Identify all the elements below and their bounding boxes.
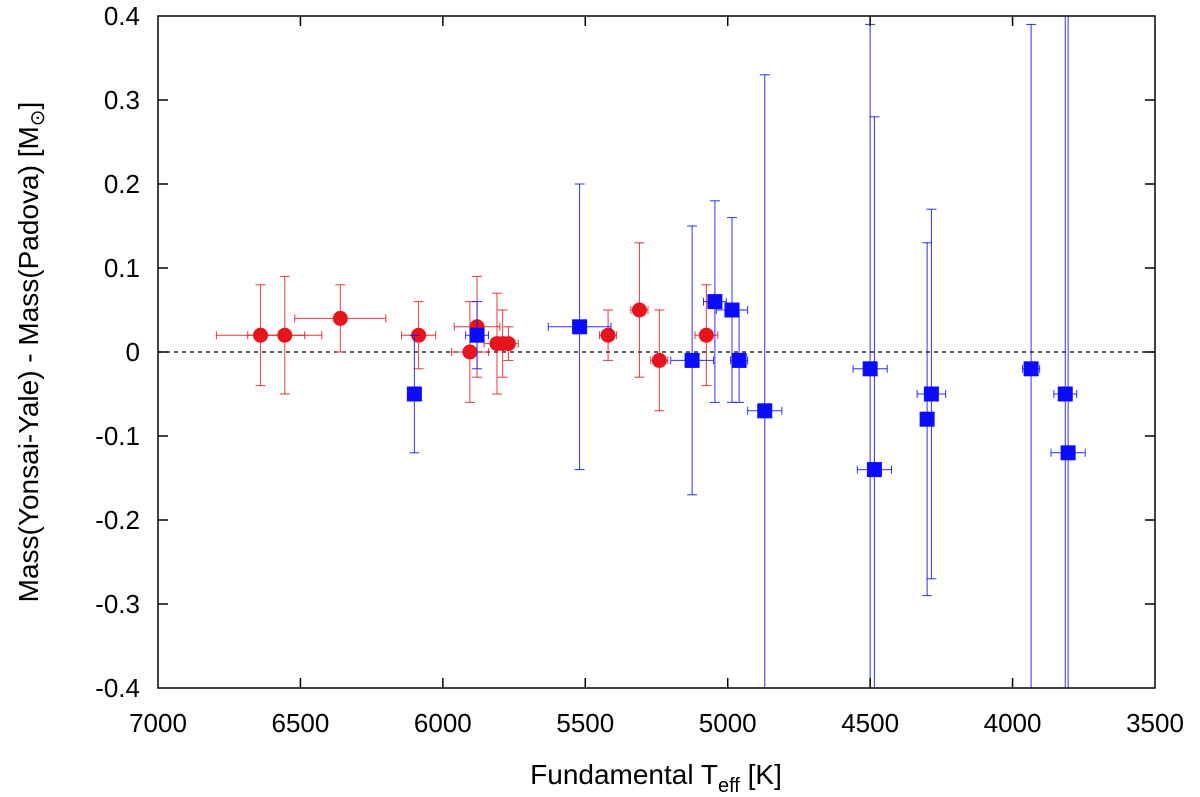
data-point [707, 294, 723, 310]
data-point [1023, 361, 1039, 377]
x-axis-title: Fundamental Teff [K] [530, 759, 782, 797]
data-point [866, 462, 882, 478]
data-point [757, 403, 773, 419]
data-point [651, 352, 667, 368]
data-point [862, 361, 878, 377]
y-tick-label: -0.2 [95, 505, 140, 535]
x-tick-label: 6500 [272, 708, 330, 738]
data-point [731, 352, 747, 368]
data-point [724, 302, 740, 318]
x-tick-label: 4500 [841, 708, 899, 738]
x-tick-label: 4000 [984, 708, 1042, 738]
data-point [406, 386, 422, 402]
data-point [332, 310, 348, 326]
data-point [500, 336, 516, 352]
y-tick-label: -0.3 [95, 589, 140, 619]
axis-ticks [158, 16, 1155, 688]
series-2 [406, 16, 1086, 688]
data-point [600, 327, 616, 343]
data-point [631, 302, 647, 318]
y-axis-title: Mass(Yonsai-Yale) - Mass(Padova) [M⊙] [13, 102, 49, 603]
y-tick-label: 0 [126, 337, 140, 367]
y-tick-label: -0.4 [95, 673, 140, 703]
x-tick-label: 3500 [1126, 708, 1184, 738]
data-layer [215, 16, 1086, 688]
x-tick-label: 5500 [556, 708, 614, 738]
data-point [923, 386, 939, 402]
y-tick-label: 0.3 [104, 85, 140, 115]
data-point [1057, 386, 1073, 402]
x-tick-label: 5000 [699, 708, 757, 738]
data-point [462, 344, 478, 360]
y-tick-label: 0.2 [104, 169, 140, 199]
data-point [684, 352, 700, 368]
data-point [572, 319, 588, 335]
data-point [1060, 445, 1076, 461]
x-tick-label: 6000 [414, 708, 472, 738]
series-1 [215, 242, 719, 412]
y-tick-label: -0.1 [95, 421, 140, 451]
data-point [919, 411, 935, 427]
data-point [277, 327, 293, 343]
data-point [469, 327, 485, 343]
y-tick-label: 0.1 [104, 253, 140, 283]
x-tick-label: 7000 [129, 708, 187, 738]
data-point [698, 327, 714, 343]
y-tick-label: 0.4 [104, 1, 140, 31]
tick-labels: 7000 6500 6000 5500 5000 4500 4000 3500 -0.4 -0.3… [95, 1, 1184, 738]
